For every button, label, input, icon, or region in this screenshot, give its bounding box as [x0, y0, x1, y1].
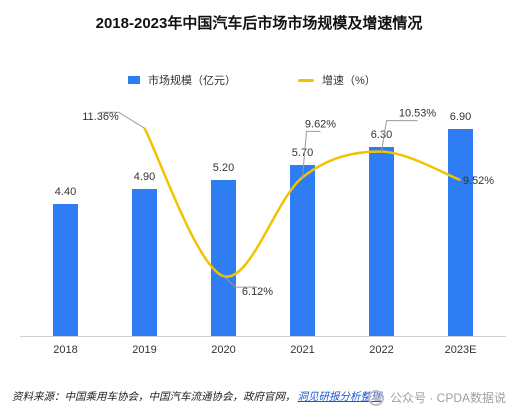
growth-label-2023E: 9.52% — [463, 175, 494, 187]
bar-label-2022: 6.30 — [371, 129, 392, 141]
source-link[interactable]: 洞见研报分析整理 — [297, 391, 382, 403]
legend: 市场规模（亿元） 增速（%） — [0, 72, 518, 94]
bar-label-2018: 4.40 — [55, 186, 76, 198]
bar-2023E — [448, 129, 473, 336]
legend-item-line: 增速（%） — [298, 72, 376, 88]
legend-label-bar: 市场规模（亿元） — [148, 75, 236, 87]
bar-2019 — [132, 189, 157, 336]
bar-2022 — [369, 147, 394, 336]
growth-callout-line-2022 — [381, 120, 418, 152]
growth-label-2022: 10.53% — [399, 108, 437, 120]
growth-callout-line-2021 — [302, 130, 321, 178]
x-tick-2019: 2019 — [132, 344, 156, 356]
legend-label-line: 增速（%） — [322, 75, 376, 87]
x-tick-2018: 2018 — [53, 344, 77, 356]
x-tick-2021: 2021 — [290, 344, 314, 356]
watermark-text: 公众号 · CPDA数据说 — [389, 391, 506, 405]
bar-label-2021: 5.70 — [292, 147, 313, 159]
bar-label-2020: 5.20 — [213, 162, 234, 174]
growth-label-2019: 11.36% — [82, 111, 119, 123]
growth-callout-line-2020 — [223, 275, 258, 288]
bar-label-2019: 4.90 — [134, 171, 155, 183]
x-tick-2022: 2022 — [369, 344, 393, 356]
bar-2020 — [211, 180, 236, 336]
growth-label-2021: 9.62% — [305, 118, 336, 130]
x-tick-2020: 2020 — [211, 344, 235, 356]
growth-line — [143, 127, 461, 278]
source-note: 资料来源：中国乘用车协会，中国汽车流通协会，政府官网， 洞见研报分析整理 — [12, 389, 382, 404]
legend-swatch-bar — [128, 76, 140, 84]
legend-item-bar: 市场规模（亿元） — [128, 72, 236, 88]
growth-label-2020: 6.12% — [242, 286, 273, 298]
x-tick-2023E: 2023E — [445, 344, 477, 356]
chart-title: 2018-2023年中国汽车后市场市场规模及增速情况 — [95, 15, 423, 32]
growth-callout-line-2019 — [100, 111, 145, 129]
source-text: 资料来源：中国乘用车协会，中国汽车流通协会，政府官网， — [12, 391, 296, 403]
bar-2018 — [53, 204, 78, 336]
wechat-icon — [367, 389, 384, 406]
bar-2021 — [290, 165, 315, 336]
legend-swatch-line — [298, 78, 314, 82]
watermark: 公众号 · CPDA数据说 — [367, 389, 506, 406]
bar-label-2023E: 6.90 — [450, 111, 471, 123]
